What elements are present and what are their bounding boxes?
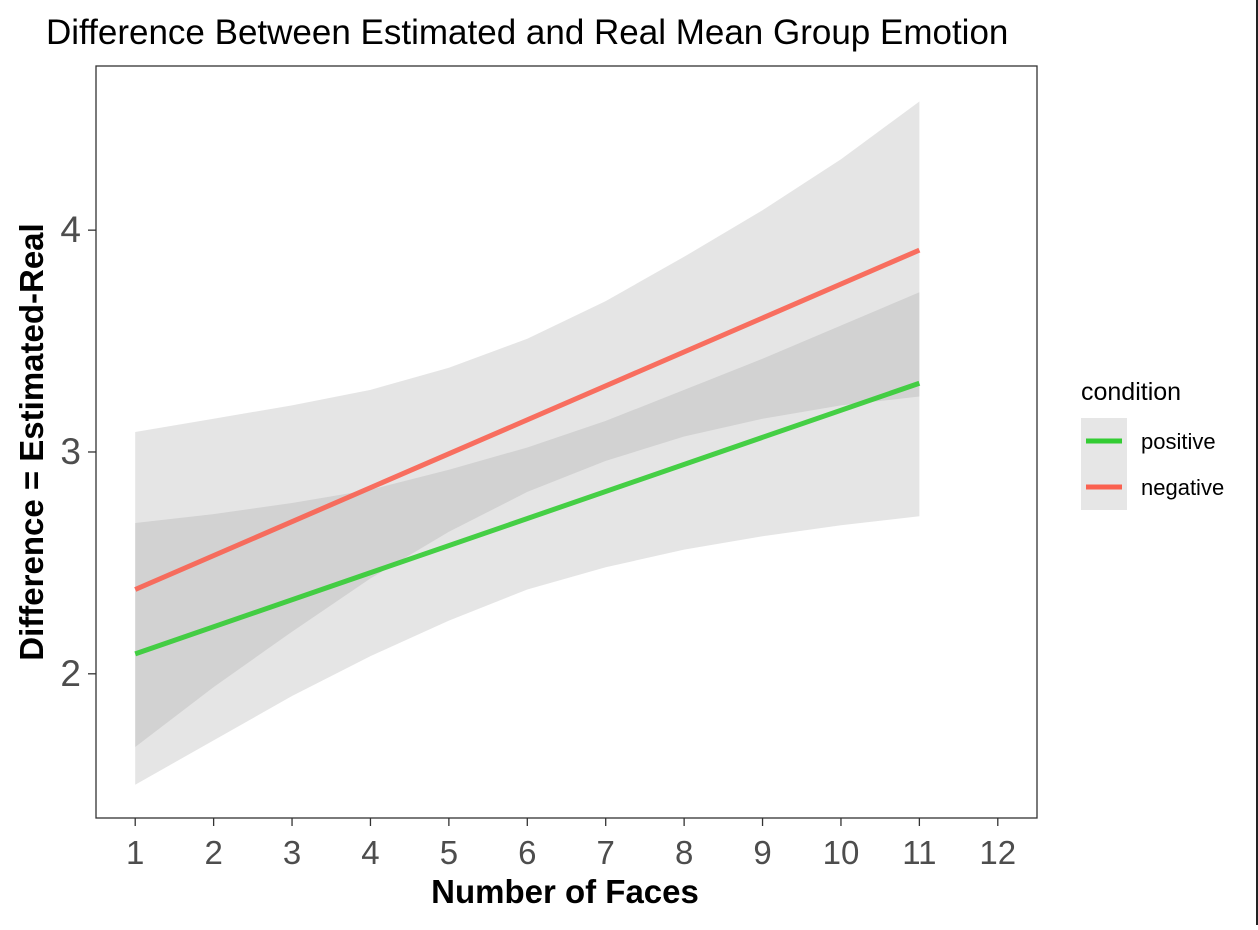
y-tick-label: 4	[60, 209, 81, 250]
x-tick-label: 12	[979, 834, 1016, 871]
y-axis-label: Difference = Estimated-Real	[13, 223, 50, 660]
panel-border	[95, 65, 1038, 819]
legend-label-positive: positive	[1141, 429, 1216, 454]
y-tick-label: 2	[60, 653, 81, 694]
y-tick-label: 3	[60, 431, 81, 472]
x-tick-label: 10	[823, 834, 860, 871]
x-tick-label: 9	[753, 834, 771, 871]
ci-band-positive	[135, 292, 920, 785]
x-tick-label: 6	[518, 834, 536, 871]
x-tick-label: 11	[902, 834, 936, 871]
x-tick-label: 1	[126, 834, 144, 871]
y-axis: 2 3 4	[60, 209, 96, 694]
x-axis: 1 2 3 4 5 6 7 8 9 10 11 12	[126, 818, 1016, 871]
series-line-positive	[134, 380, 921, 657]
window-edge	[1256, 0, 1258, 925]
x-tick-label: 7	[597, 834, 615, 871]
plot-area	[95, 65, 1038, 819]
x-axis-label: Number of Faces	[431, 873, 699, 910]
confidence-bands	[135, 101, 920, 785]
x-tick-label: 5	[440, 834, 458, 871]
legend: condition positive negative	[1081, 378, 1224, 510]
x-tick-label: 2	[204, 834, 222, 871]
series-lines	[134, 247, 921, 657]
legend-title: condition	[1081, 378, 1181, 406]
x-tick-label: 8	[675, 834, 693, 871]
legend-label-negative: negative	[1141, 475, 1224, 500]
series-line-negative	[134, 247, 921, 592]
x-tick-label: 3	[283, 834, 301, 871]
legend-items: positive negative	[1081, 418, 1224, 510]
x-tick-label: 4	[361, 834, 379, 871]
chart-title: Difference Between Estimated and Real Me…	[46, 13, 1008, 52]
